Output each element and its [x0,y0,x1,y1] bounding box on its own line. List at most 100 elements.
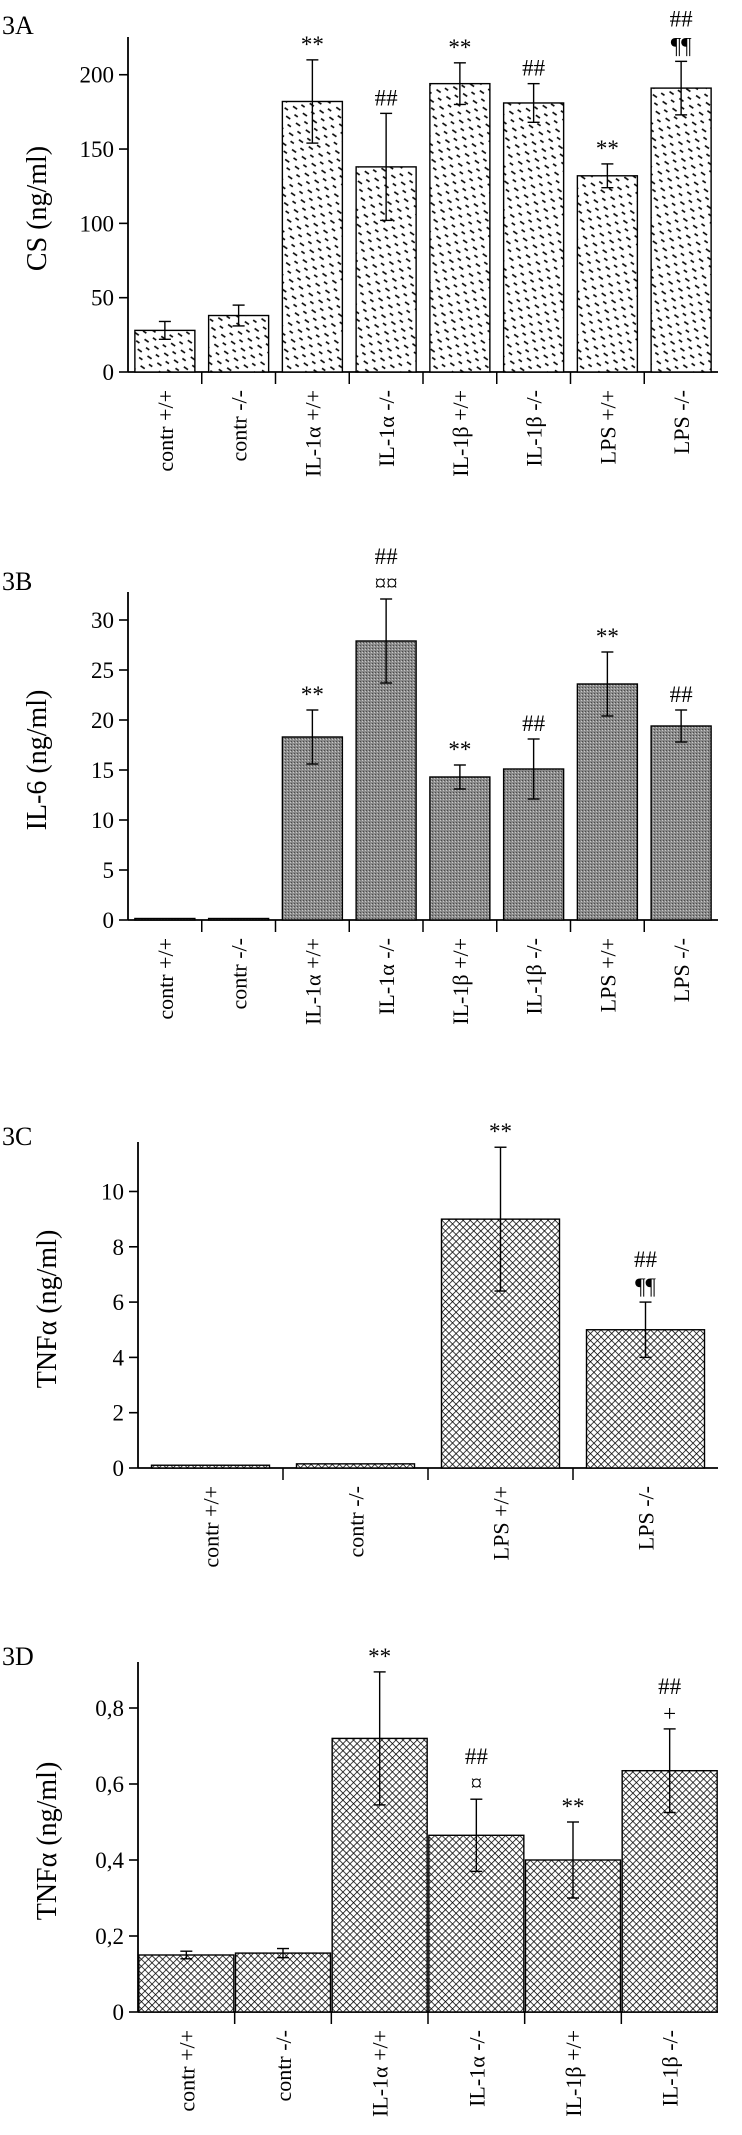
x-tick-label-contr-m-m: contr -/- [227,938,252,1009]
x-tick-label-contr-m-m: contr -/- [271,2030,296,2101]
bar-contr-p-p [134,329,196,373]
x-tick-label-ilm1beta-m-m: IL-1β -/- [522,390,547,467]
x-tick-label-ilm1beta-m-m: IL-1β -/- [658,2030,683,2107]
significance-marker: ** [368,1644,391,1669]
y-tick-label: 0 [103,908,115,933]
x-tick-label-lps-p-p: LPS +/+ [595,938,620,1012]
chart-panel-3d: 0 0,2 0,4 0,6 0,8 TNFα (ng/ml) contr +/+ contr … [32,1644,718,2117]
y-tick-label: 0,8 [95,1696,124,1721]
chart-panel-3b: 0 5 10 15 20 25 30 IL-6 (ng/ml) contr +/+ contr -… [22,544,718,1025]
y-tick-label: 50 [91,286,114,311]
bar-ilm1beta-p-p [429,776,491,921]
significance-marker: ** [489,1119,512,1144]
bar-contr-m-m [207,314,270,373]
y-tick-label: 0 [113,2000,125,2025]
significance-marker: ## [375,544,399,569]
significance-marker: ## [522,711,546,736]
significance-marker: ## [658,1674,682,1699]
y-tick-label: 0,6 [95,1772,124,1797]
bar-lps-m-m [650,87,712,373]
chart-panel-3c: 0 2 4 6 8 10 TNFα (ng/ml) contr +/+ contr -/- ** L… [32,1119,718,1568]
chart-panel-3a: 0 50 100 150 200 CS (ng/ml) contr +/+ contr -/-… [22,6,718,477]
panel-label-3b: 3B [2,567,32,596]
significance-marker: ## [670,6,694,31]
x-tick-label-contr-p-p: contr +/+ [153,390,178,472]
significance-marker: + [663,1701,676,1726]
bar-ilm1beta-m-m [502,102,565,373]
bar-contr-p-p [150,1464,271,1469]
y-tick-label: 20 [91,708,114,733]
bar-ilm1alpha-p-p [281,736,344,921]
y-tick-label: 15 [91,758,114,783]
x-tick-label-ilm1alpha-m-m: IL-1α -/- [464,2030,489,2107]
significance-marker: ** [562,1794,585,1819]
x-tick-label-ilm1alpha-p-p: IL-1α +/+ [368,2030,393,2117]
y-tick-label: 5 [103,858,115,883]
panel-label-3a: 3A [2,11,34,40]
significance-marker: ¶¶ [671,33,692,58]
significance-marker: ** [448,737,471,762]
y-axis-title: CS (ng/ml) [22,146,53,271]
x-tick-label-lps-m-m: LPS -/- [669,938,694,1002]
significance-marker: ## [465,1744,489,1769]
bar-ilm1alpha-m-m [355,640,417,921]
y-tick-label: 200 [80,63,115,88]
x-tick-label-contr-m-m: contr -/- [227,390,252,461]
y-axis-title: TNFα (ng/ml) [32,1230,63,1389]
bar-contr-m-m [234,1952,332,2013]
y-tick-label: 10 [101,1179,124,1204]
bar-ilm1beta-p-p [429,82,491,373]
significance-marker: ** [448,35,471,60]
bar-contr-p-p [138,1954,235,2013]
x-tick-label-ilm1alpha-p-p: IL-1α +/+ [300,938,325,1025]
y-tick-label: 0,4 [95,1848,124,1873]
x-tick-label-contr-p-p: contr +/+ [199,1486,224,1568]
significance-marker: ## [634,1247,658,1272]
significance-marker: ¤¤ [375,571,398,596]
panel-label-3c: 3C [2,1122,32,1151]
x-tick-label-ilm1beta-p-p: IL-1β +/+ [448,938,473,1025]
y-tick-label: 10 [91,808,114,833]
y-tick-label: 6 [113,1290,125,1315]
bar-contr-p-p [134,917,196,921]
bar-contr-m-m [295,1463,416,1469]
x-tick-label-lps-p-p: LPS +/+ [595,390,620,464]
y-axis-title: IL-6 (ng/ml) [22,690,53,831]
x-tick-label-contr-p-p: contr +/+ [174,2030,199,2112]
x-tick-label-ilm1beta-p-p: IL-1β +/+ [448,390,473,477]
significance-marker: ¶¶ [635,1274,656,1299]
x-tick-label-lps-p-p: LPS +/+ [489,1486,514,1560]
significance-marker: ** [596,624,619,649]
significance-marker: ## [375,85,399,110]
x-tick-label-contr-m-m: contr -/- [344,1486,369,1557]
y-tick-label: 2 [113,1401,125,1426]
bar-lps-p-p [576,175,639,373]
significance-marker: ** [301,32,324,57]
x-tick-label-contr-p-p: contr +/+ [153,938,178,1020]
bar-lps-p-p [576,683,639,921]
y-tick-label: 0 [113,1456,125,1481]
significance-marker: ## [670,682,694,707]
y-tick-label: 25 [91,658,114,683]
panel-label-3d: 3D [2,1642,34,1671]
x-tick-label-ilm1alpha-m-m: IL-1α -/- [374,390,399,467]
y-tick-label: 8 [113,1235,125,1260]
y-tick-label: 4 [113,1345,125,1370]
y-tick-label: 30 [91,608,114,633]
bar-ilm1alpha-p-p [281,100,344,373]
x-tick-label-lps-m-m: LPS -/- [669,390,694,454]
bar-lps-m-m [650,725,712,921]
y-tick-label: 0 [103,360,115,385]
x-tick-label-ilm1alpha-p-p: IL-1α +/+ [300,390,325,477]
y-axis-title: TNFα (ng/ml) [32,1762,63,1921]
significance-marker: ¤ [471,1771,483,1796]
x-tick-label-ilm1beta-p-p: IL-1β +/+ [561,2030,586,2117]
y-tick-label: 0,2 [95,1924,124,1949]
x-tick-label-lps-m-m: LPS -/- [634,1486,659,1550]
y-tick-label: 100 [80,211,115,236]
y-tick-label: 150 [80,137,115,162]
x-tick-label-ilm1beta-m-m: IL-1β -/- [522,938,547,1015]
significance-marker: ## [522,56,546,81]
bar-contr-m-m [207,917,270,921]
